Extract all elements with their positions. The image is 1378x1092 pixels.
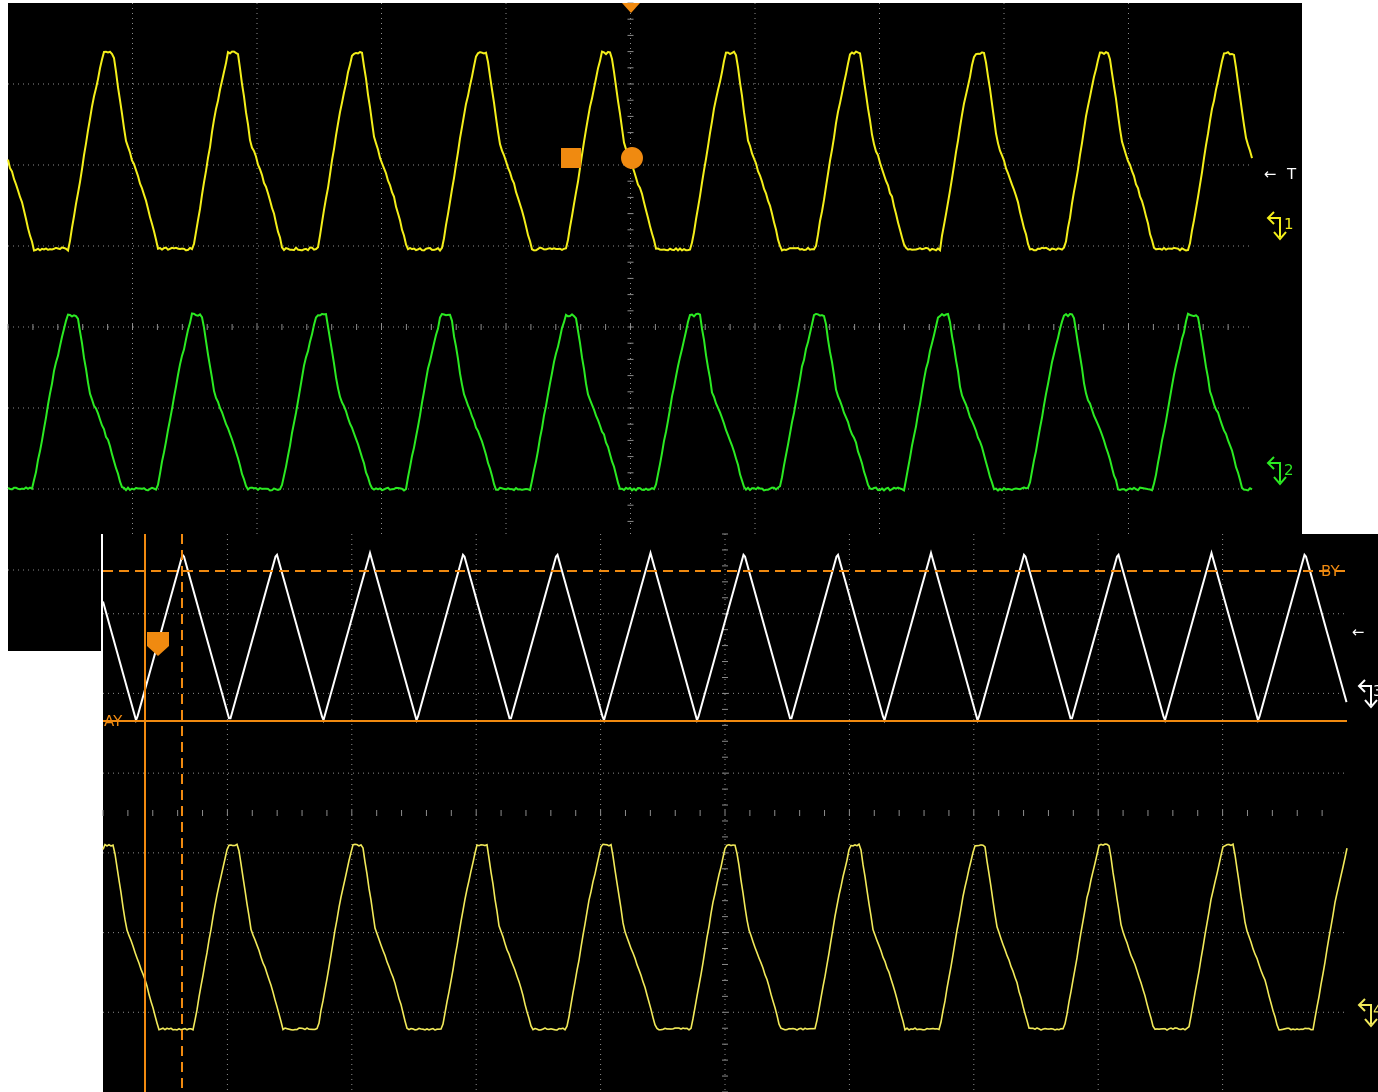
ch4-ground-marker[interactable]: 4 (1357, 998, 1378, 1028)
scope-plot-bottom: AY BY ← 3 4 (102, 533, 1378, 1092)
cursor-marker-icon (147, 632, 169, 656)
cursor-ay-label: AY (104, 712, 123, 730)
cursor-circle-icon (621, 147, 643, 169)
cursor-by-label: BY (1321, 562, 1340, 580)
grid-bottom (102, 533, 1347, 1092)
arrow-left-icon: ← (1264, 165, 1277, 183)
trigger-level-indicator: ← T (1264, 165, 1297, 183)
ground-arrow-icon (1357, 998, 1378, 1028)
ground-arrow-icon (1357, 679, 1378, 709)
ch1-marker-label: 1 (1284, 215, 1294, 233)
ch2-marker-label: 2 (1284, 461, 1294, 479)
ch1-ground-marker[interactable]: 1 (1266, 211, 1294, 241)
ch4-waveform (102, 842, 1348, 1032)
arrow-left-icon: ← (1352, 623, 1365, 641)
ch4-marker-label: 4 (1373, 1001, 1378, 1019)
ch3-marker-label: 3 (1373, 682, 1378, 700)
ch2-ground-marker[interactable]: 2 (1266, 456, 1294, 486)
trigger-position-icon (622, 3, 640, 13)
cursor-square-icon (561, 148, 581, 168)
ground-arrow-icon (1266, 456, 1287, 486)
scope-screen-bottom: AY BY ← 3 4 (101, 533, 1378, 1092)
ch3-ground-marker[interactable]: 3 (1357, 679, 1378, 709)
ground-arrow-icon (1266, 211, 1287, 241)
trigger-label: T (1286, 165, 1297, 183)
ch3-waveform (102, 549, 1348, 724)
ch2-waveform (7, 312, 1253, 492)
